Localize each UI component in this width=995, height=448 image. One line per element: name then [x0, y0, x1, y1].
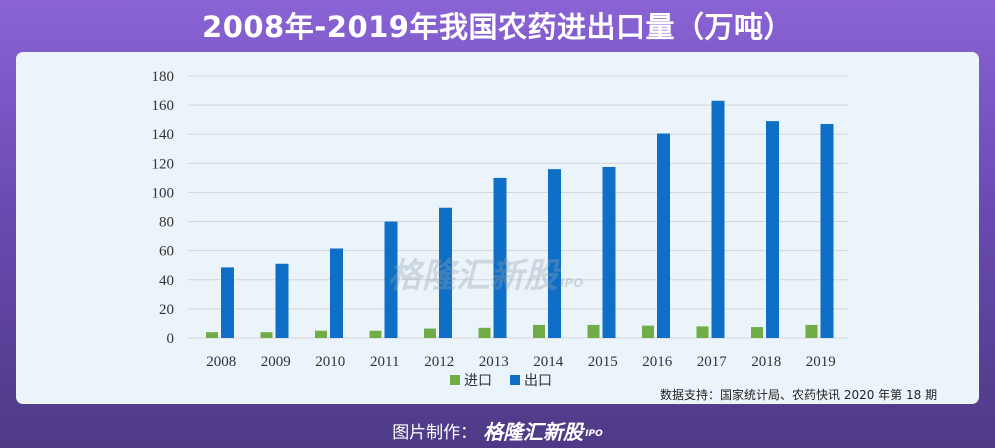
y-tick-label: 0: [167, 331, 175, 347]
import-bar: [369, 330, 382, 338]
import-bar: [533, 324, 545, 338]
legend-swatch-import: [450, 375, 460, 385]
chart-title: 2008年-2019年我国农药进出口量（万吨）: [202, 10, 793, 44]
y-tick-label: 180: [152, 69, 175, 85]
import-bar: [805, 324, 818, 338]
y-tick-label: 140: [152, 127, 175, 143]
import-bar: [478, 327, 491, 338]
x-tick-label: 2016: [642, 354, 673, 370]
import-bar: [751, 327, 763, 338]
import-bar: [315, 330, 327, 338]
x-tick-label: 2010: [315, 354, 345, 370]
export-bar: [820, 124, 834, 339]
y-tick-label: 120: [152, 156, 175, 172]
export-bar: [602, 166, 616, 338]
import-bar: [260, 332, 273, 338]
bar-chart: 0 20 40 60 80 100 120 140 160 180 2008 2009 2010 2011…: [152, 69, 848, 389]
chart-panel: 0 20 40 60 80 100 120 140 160 180 2008 2009 2010 2011…: [16, 52, 979, 404]
x-tick-label: 2009: [261, 354, 291, 370]
brand-logo: 格隆汇新股: [483, 419, 584, 444]
x-tick-label: 2013: [479, 354, 509, 370]
import-bar: [206, 332, 218, 338]
export-bar: [330, 248, 343, 338]
export-bar: [275, 263, 289, 338]
export-bar: [493, 177, 507, 338]
export-bar: [711, 100, 725, 338]
y-tick-label: 60: [159, 244, 174, 260]
x-tick-label: 2008: [206, 354, 236, 370]
import-bar: [587, 324, 600, 338]
export-bar: [548, 169, 561, 338]
y-tick-label: 100: [152, 185, 175, 201]
legend-label-export: 出口: [524, 373, 552, 389]
data-source-note: 数据支持：国家统计局、农药快讯 2020 年第 18 期: [660, 388, 938, 402]
x-tick-label: 2011: [370, 354, 399, 370]
x-tick-label: 2017: [697, 354, 728, 370]
export-bar: [384, 221, 398, 338]
export-bar: [221, 267, 234, 338]
import-bar: [696, 326, 709, 338]
export-bar: [766, 121, 779, 338]
x-tick-label: 2015: [588, 354, 618, 370]
brand-ipo-tag: IPO: [585, 429, 603, 439]
export-bar: [657, 133, 670, 338]
import-bar: [642, 325, 654, 338]
x-tick-label: 2019: [806, 354, 836, 370]
import-bar: [424, 328, 436, 338]
export-bar: [439, 207, 452, 338]
x-tick-label: 2014: [533, 354, 564, 370]
legend-label-import: 进口: [464, 373, 492, 389]
y-tick-label: 40: [159, 273, 174, 289]
y-tick-label: 20: [159, 302, 174, 318]
y-tick-label: 80: [159, 215, 174, 231]
footer-credit: 图片制作： 格隆汇新股 IPO: [0, 416, 995, 444]
footer-label: 图片制作：: [392, 422, 478, 443]
x-tick-label: 2018: [751, 354, 781, 370]
legend-swatch-export: [510, 375, 520, 385]
y-tick-label: 160: [152, 98, 175, 114]
x-tick-label: 2012: [424, 354, 454, 370]
